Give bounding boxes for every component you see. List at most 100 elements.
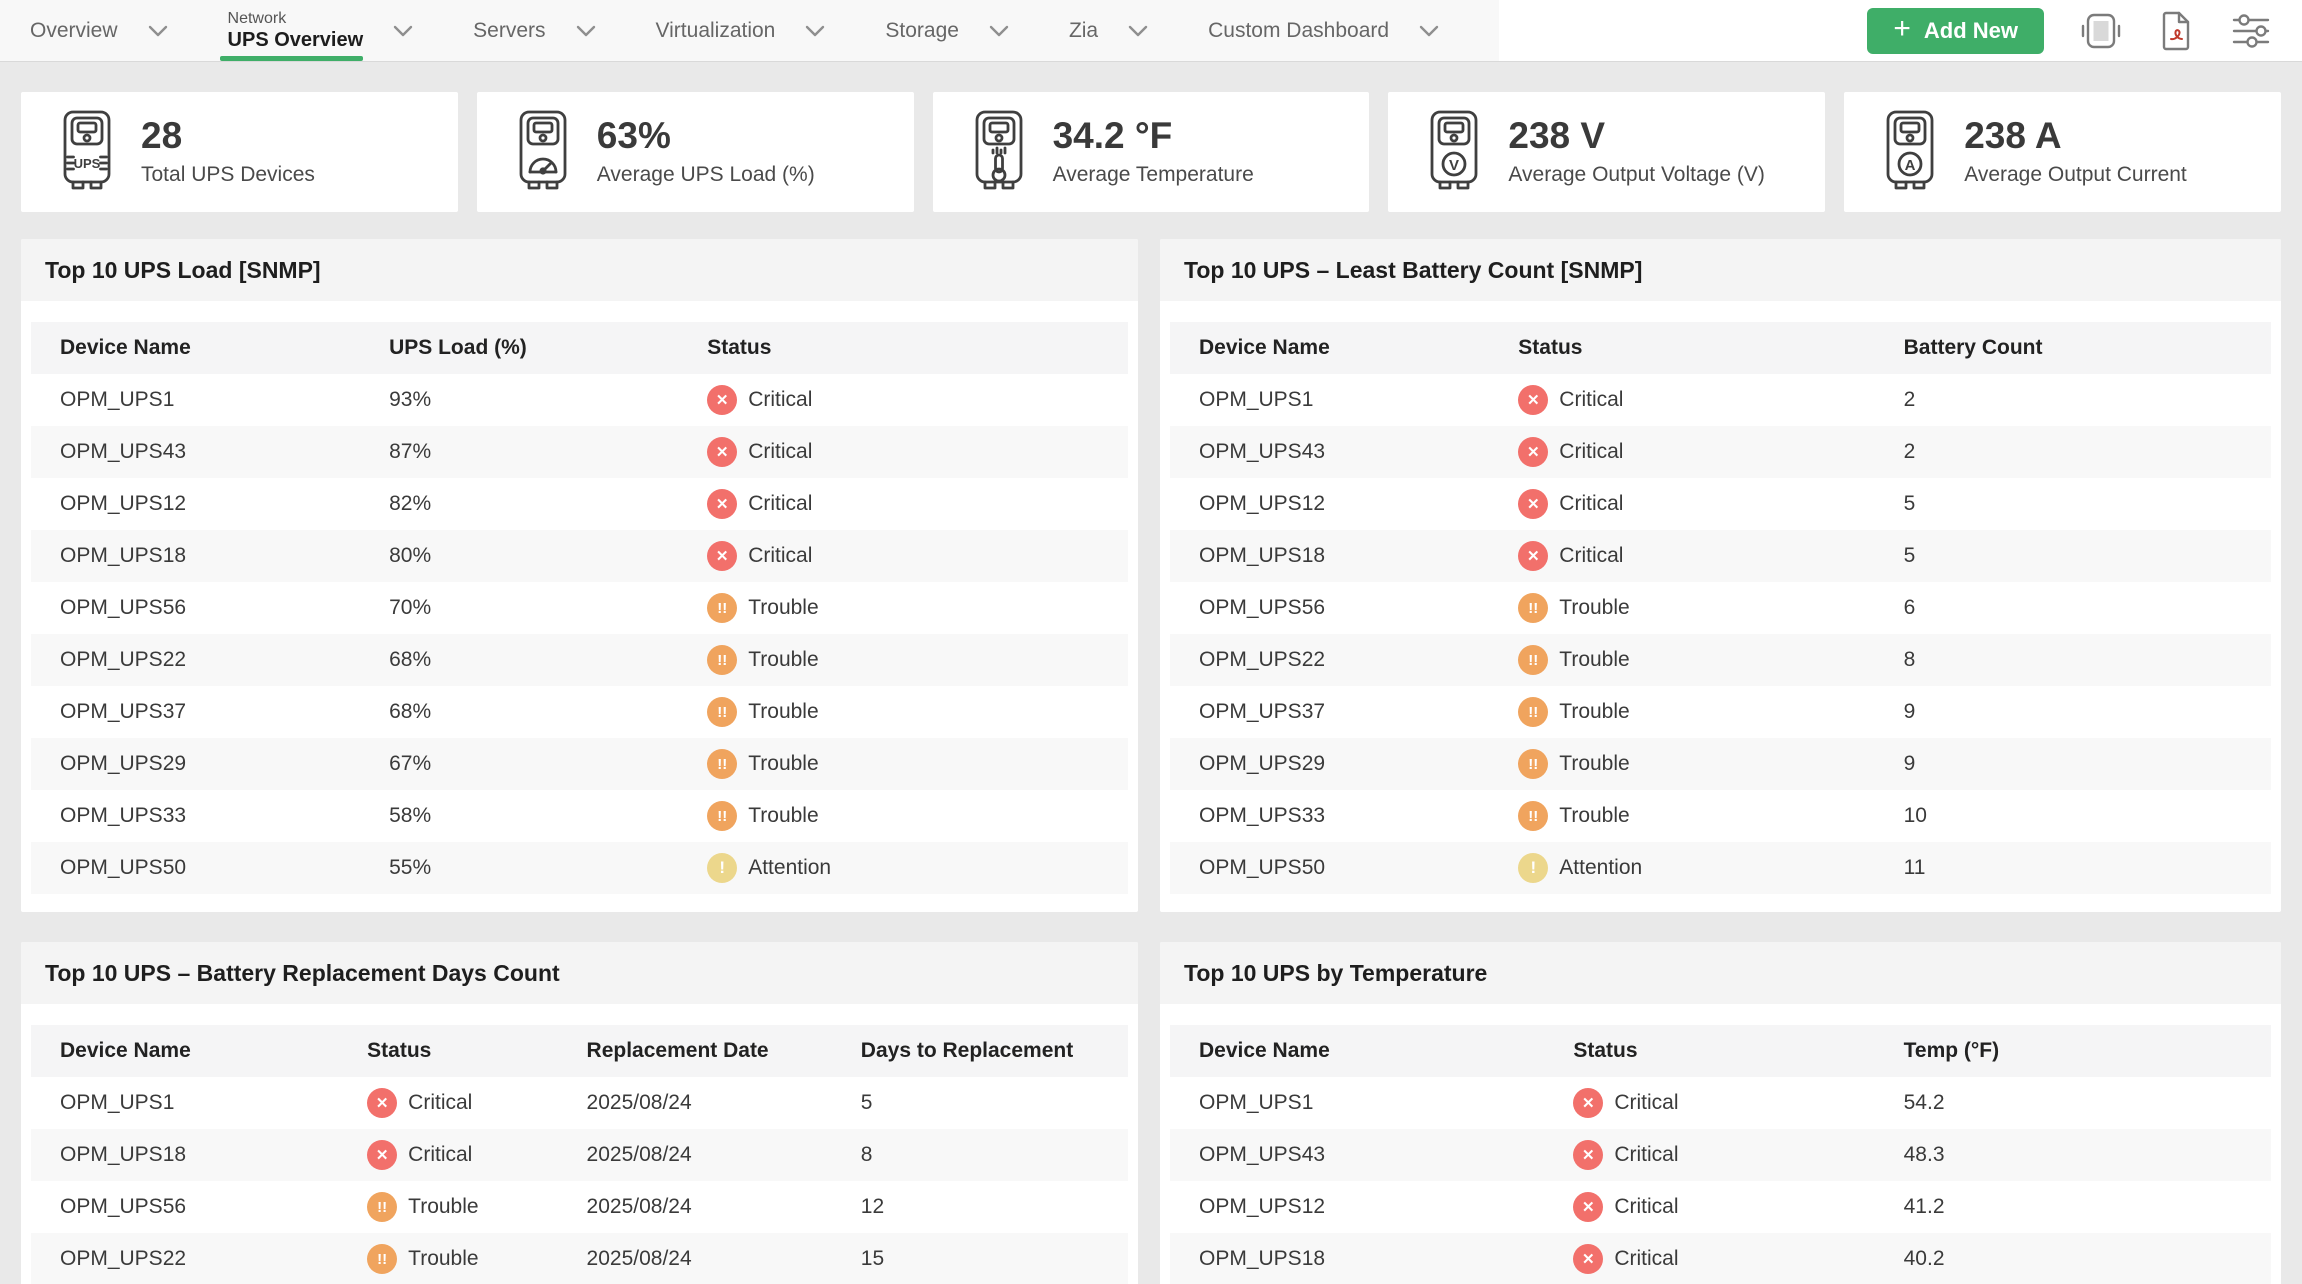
value-cell: 55% xyxy=(360,842,678,894)
settings-sliders-icon[interactable] xyxy=(2230,12,2272,50)
pdf-export-icon[interactable] xyxy=(2158,10,2194,52)
value-cell: 2 xyxy=(1875,426,2271,478)
ups-device-icon: UPS xyxy=(55,109,119,195)
panel-top10-least-battery-count: Top 10 UPS – Least Battery Count [SNMP] … xyxy=(1160,239,2281,912)
status-label: Critical xyxy=(1614,1091,1678,1115)
status-label: Trouble xyxy=(408,1195,478,1219)
value-cell: 6 xyxy=(1875,582,2271,634)
tab-custom-dashboard[interactable]: Custom Dashboard xyxy=(1178,0,1469,61)
table-row: OPM_UPS22!!Trouble8 xyxy=(1170,634,2271,686)
tab-overview[interactable]: Overview xyxy=(0,0,198,61)
device-name-cell: OPM_UPS43 xyxy=(31,426,360,478)
status-cell: ✕Critical xyxy=(678,374,1128,426)
table-row: OPM_UPS18✕Critical5 xyxy=(1170,530,2271,582)
table-row: OPM_UPS1✕Critical54.2 xyxy=(1170,1077,2271,1129)
status-label: Critical xyxy=(1559,492,1623,516)
value-cell: 2025/08/24 xyxy=(558,1077,832,1129)
chevron-down-icon xyxy=(989,25,1009,37)
status-cell: !!Trouble xyxy=(1489,738,1874,790)
tab-virtualization[interactable]: Virtualization xyxy=(626,0,856,61)
table-row: OPM_UPS193%✕Critical xyxy=(31,374,1128,426)
card-average-ups-load: 63% Average UPS Load (%) xyxy=(477,92,914,212)
column-header: Battery Count xyxy=(1875,322,2271,374)
value-cell: 2025/08/24 xyxy=(558,1181,832,1233)
card-average-temperature: 34.2 °F Average Temperature xyxy=(933,92,1370,212)
status-cell: !!Trouble xyxy=(1489,790,1874,842)
column-header: Status xyxy=(678,322,1128,374)
table-row: OPM_UPS1282%✕Critical xyxy=(31,478,1128,530)
ups-thermometer-icon xyxy=(967,109,1031,195)
table-row: OPM_UPS12✕Critical5 xyxy=(1170,478,2271,530)
trouble-status-icon: !! xyxy=(367,1244,397,1274)
card-value: 238 A xyxy=(1964,117,2187,156)
device-name-cell: OPM_UPS22 xyxy=(1170,634,1489,686)
column-header: Replacement Date xyxy=(558,1025,832,1077)
table-row: OPM_UPS4387%✕Critical xyxy=(31,426,1128,478)
status-cell: !!Trouble xyxy=(1489,686,1874,738)
critical-status-icon: ✕ xyxy=(1573,1192,1603,1222)
chevron-down-icon xyxy=(1128,25,1148,37)
status-label: Attention xyxy=(1559,856,1642,880)
table-row: OPM_UPS1✕Critical2025/08/245 xyxy=(31,1077,1128,1129)
table-row: OPM_UPS2967%!!Trouble xyxy=(31,738,1128,790)
status-label: Critical xyxy=(1614,1195,1678,1219)
critical-status-icon: ✕ xyxy=(1518,541,1548,571)
value-cell: 70% xyxy=(360,582,678,634)
tab-label: Storage xyxy=(885,19,959,43)
column-header: Device Name xyxy=(31,322,360,374)
status-cell: ✕Critical xyxy=(678,478,1128,530)
column-header: UPS Load (%) xyxy=(360,322,678,374)
wallboard-icon[interactable] xyxy=(2080,11,2122,51)
value-cell: 2025/08/24 xyxy=(558,1233,832,1284)
status-cell: !Attention xyxy=(1489,842,1874,894)
status-label: Critical xyxy=(1559,544,1623,568)
dashboard-panels: Top 10 UPS Load [SNMP] Device NameUPS Lo… xyxy=(21,239,2281,1284)
device-name-cell: OPM_UPS37 xyxy=(31,686,360,738)
tab-storage[interactable]: Storage xyxy=(855,0,1039,61)
status-label: Trouble xyxy=(1559,596,1629,620)
column-header: Device Name xyxy=(31,1025,338,1077)
status-cell: !!Trouble xyxy=(678,686,1128,738)
device-name-cell: OPM_UPS43 xyxy=(1170,426,1489,478)
status-cell: ✕Critical xyxy=(338,1077,557,1129)
status-cell: !!Trouble xyxy=(1489,634,1874,686)
device-name-cell: OPM_UPS18 xyxy=(1170,1233,1544,1284)
tab-network-ups-overview[interactable]: Network UPS Overview xyxy=(198,0,444,61)
device-name-cell: OPM_UPS56 xyxy=(1170,582,1489,634)
status-label: Critical xyxy=(1559,440,1623,464)
device-name-cell: OPM_UPS43 xyxy=(1170,1129,1544,1181)
critical-status-icon: ✕ xyxy=(1573,1088,1603,1118)
table-row: OPM_UPS1880%✕Critical xyxy=(31,530,1128,582)
status-cell: ✕ Critical xyxy=(1544,1077,1874,1129)
column-header: Status xyxy=(1489,322,1874,374)
value-cell: 2 xyxy=(1875,374,2271,426)
critical-status-icon: ✕ xyxy=(707,385,737,415)
status-label: Trouble xyxy=(1559,804,1629,828)
header-actions: + Add New xyxy=(1867,0,2302,61)
status-cell: ✕Critical xyxy=(678,530,1128,582)
value-cell: 8 xyxy=(1875,634,2271,686)
tab-label: Virtualization xyxy=(656,19,776,43)
table-row: OPM_UPS18✕Critical2025/08/248 xyxy=(31,1129,1128,1181)
tab-zia[interactable]: Zia xyxy=(1039,0,1178,61)
status-label: Trouble xyxy=(1559,752,1629,776)
column-header: Days to Replacement xyxy=(832,1025,1128,1077)
device-name-cell: OPM_UPS1 xyxy=(31,374,360,426)
panel-title: Top 10 UPS – Battery Replacement Days Co… xyxy=(21,942,1138,1004)
tab-servers[interactable]: Servers xyxy=(443,0,625,61)
device-name-cell: OPM_UPS18 xyxy=(1170,530,1489,582)
add-new-button[interactable]: + Add New xyxy=(1867,8,2044,54)
critical-status-icon: ✕ xyxy=(367,1140,397,1170)
table-row: OPM_UPS37!!Trouble9 xyxy=(1170,686,2271,738)
device-name-cell: OPM_UPS29 xyxy=(31,738,360,790)
chevron-down-icon xyxy=(393,25,413,37)
status-label: Critical xyxy=(1614,1143,1678,1167)
tab-label: Servers xyxy=(473,19,545,43)
trouble-status-icon: !! xyxy=(707,645,737,675)
status-label: Trouble xyxy=(748,752,818,776)
table-row: OPM_UPS56!!Trouble2025/08/2412 xyxy=(31,1181,1128,1233)
device-name-cell: OPM_UPS22 xyxy=(31,1233,338,1284)
panel-title: Top 10 UPS – Least Battery Count [SNMP] xyxy=(1160,239,2281,301)
table-row: OPM_UPS12✕Critical41.2 xyxy=(1170,1181,2271,1233)
plus-icon: + xyxy=(1893,14,1911,44)
